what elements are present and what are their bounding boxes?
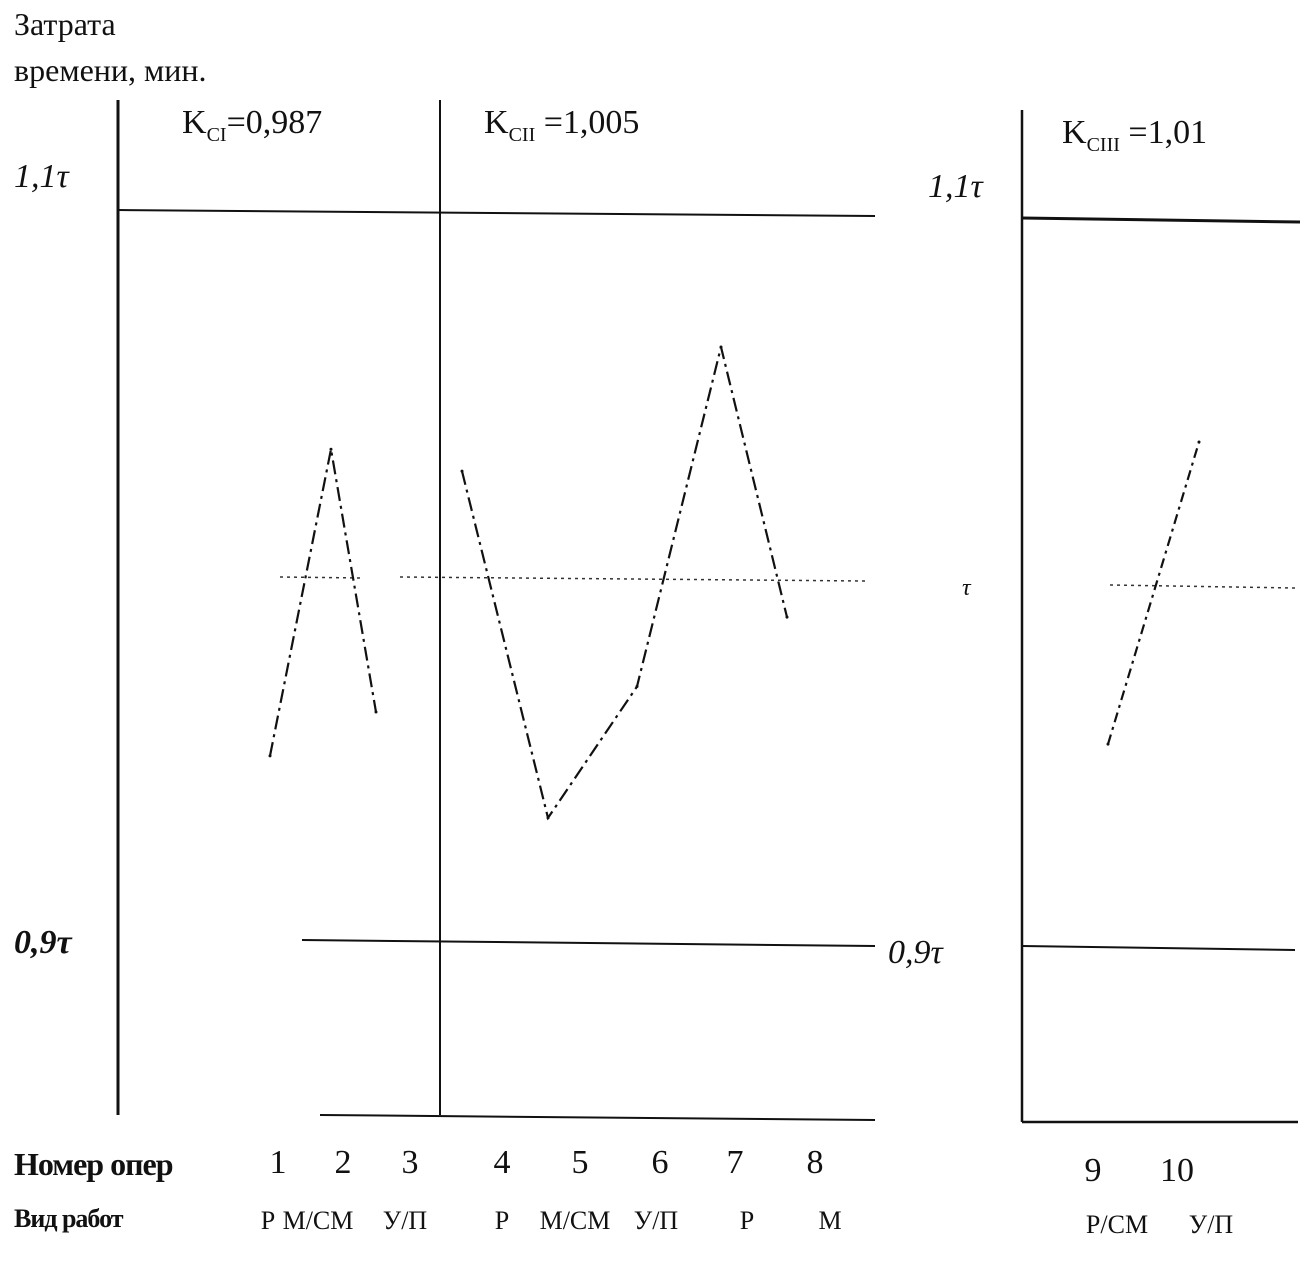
work-type-label: М xyxy=(818,1206,842,1235)
series-1-point-2 xyxy=(329,447,333,451)
operation-label: 4 xyxy=(493,1144,511,1181)
coefficient-1: KCI=0,987 xyxy=(182,104,323,146)
series-3-point-2 xyxy=(1197,440,1201,444)
series-2-point-2 xyxy=(546,816,550,820)
work-type-label: М/СМ xyxy=(539,1206,611,1235)
series-line-3 xyxy=(1106,441,1201,745)
lower-limit-left xyxy=(301,939,876,947)
work-type-label: М/СМ xyxy=(282,1206,354,1235)
series-2-point-1 xyxy=(460,469,464,473)
tick-lower-right: 0,9τ xyxy=(888,934,943,971)
series-1-point-1 xyxy=(268,754,272,758)
series-layer xyxy=(268,345,1201,821)
work-type-label: У/П xyxy=(1188,1210,1234,1239)
operation-label: 8 xyxy=(806,1144,824,1181)
mid-line-right xyxy=(1109,584,1296,589)
row-label-work-types: Вид работ xyxy=(14,1204,124,1233)
series-2-point-4 xyxy=(719,345,723,349)
baseline-left xyxy=(319,1114,876,1121)
upper-limit-right xyxy=(1021,216,1301,224)
work-type-label: Р/СМ xyxy=(1085,1210,1149,1239)
mid-line-left-a xyxy=(279,576,363,579)
mid-line-left-b xyxy=(399,576,866,582)
upper-limit-left xyxy=(117,209,876,217)
operation-label: 2 xyxy=(334,1144,352,1181)
operation-label: 1 xyxy=(269,1144,287,1181)
series-line-1 xyxy=(268,449,378,757)
work-type-label: У/П xyxy=(382,1206,428,1235)
tick-lower-left: 0,9τ xyxy=(14,924,72,961)
series-line-2 xyxy=(460,346,789,821)
operation-label: 3 xyxy=(401,1144,419,1181)
operation-label: 6 xyxy=(651,1144,669,1181)
work-type-label: Р xyxy=(260,1206,276,1235)
series-1-point-3 xyxy=(374,710,378,714)
series-2-point-5 xyxy=(785,615,789,619)
tick-middle-right: τ xyxy=(962,575,971,601)
row-label-op-numbers: Номер опер xyxy=(14,1146,174,1182)
operation-label: 7 xyxy=(726,1144,744,1181)
work-type-label: У/П xyxy=(633,1206,679,1235)
operation-label: 9 xyxy=(1084,1152,1102,1189)
tick-upper-right: 1,1τ xyxy=(928,168,983,205)
coefficient-2: KCII =1,005 xyxy=(484,104,640,146)
y-axis-title-line2: времени, мин. xyxy=(14,52,207,88)
operation-label: 5 xyxy=(571,1144,589,1181)
work-type-label: Р xyxy=(739,1206,755,1235)
y-axis-title-line1: Затрата xyxy=(14,6,116,42)
work-type-label: Р xyxy=(494,1206,510,1235)
series-3-point-1 xyxy=(1106,742,1110,746)
operation-label: 10 xyxy=(1160,1152,1194,1189)
tick-upper-left: 1,1τ xyxy=(14,158,69,195)
coefficient-3: KCIII =1,01 xyxy=(1062,114,1208,156)
lower-limit-right xyxy=(1021,945,1296,951)
series-2-point-3 xyxy=(635,685,639,688)
